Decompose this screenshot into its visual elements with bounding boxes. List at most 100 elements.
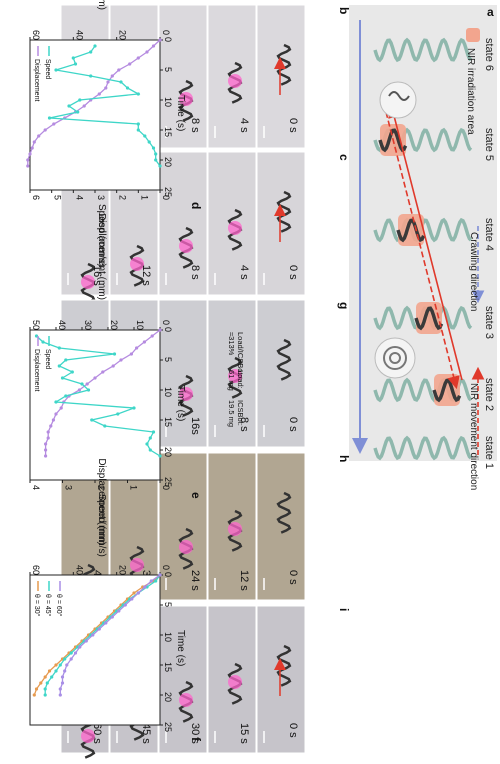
data-point <box>129 352 133 356</box>
data-point <box>44 454 48 458</box>
panel-letter-f: f <box>189 737 203 742</box>
y2-axis-label: Speed (mm/s) <box>96 494 107 557</box>
legend-label: θ = 60° <box>55 594 63 617</box>
spring-coil <box>373 37 473 63</box>
data-point <box>73 62 78 66</box>
data-point <box>60 376 65 380</box>
y2-tick-label: 3 <box>96 195 106 200</box>
y2-tick-label: 0 <box>161 485 171 490</box>
photo-tile: 0 s <box>256 4 306 149</box>
y-tick-label: 50 <box>31 320 41 330</box>
info-line-4: 61 mg <box>227 370 236 391</box>
data-point <box>82 104 86 108</box>
nir-legend-label: NIR irradiation area <box>465 48 476 135</box>
time-label: 12 s <box>140 265 152 286</box>
data-point <box>54 669 58 673</box>
x-tick-label: 10 <box>163 632 173 642</box>
legend-label: θ = 45° <box>44 594 52 617</box>
data-point <box>85 382 89 386</box>
nir-spot <box>228 221 242 235</box>
data-point <box>132 406 136 410</box>
data-point <box>49 424 53 428</box>
data-point <box>154 579 158 583</box>
data-point <box>54 400 58 404</box>
spring-coil <box>373 435 473 461</box>
data-point <box>142 340 146 344</box>
x-tick-label: 20 <box>163 692 173 702</box>
x-tick-label: 10 <box>163 97 173 107</box>
time-label: 24 s <box>189 570 201 591</box>
data-point <box>39 681 43 685</box>
nir-spot <box>179 92 193 106</box>
data-point <box>63 657 67 661</box>
data-point <box>50 675 54 679</box>
x-tick-label: 5 <box>163 602 173 607</box>
x-tick-label: 5 <box>163 67 173 72</box>
data-point <box>58 687 62 691</box>
spring-rows <box>373 37 473 461</box>
data-point <box>154 158 158 162</box>
zoom-circle-top <box>379 81 417 119</box>
robot-spring <box>276 644 292 687</box>
data-point <box>80 382 84 386</box>
y-tick-label: 0 <box>161 30 171 35</box>
data-point <box>136 122 140 126</box>
data-point <box>60 657 65 661</box>
data-point <box>119 80 123 84</box>
nir-spot <box>228 369 242 383</box>
nir-spot <box>130 257 144 271</box>
data-point <box>41 340 45 344</box>
data-point <box>57 346 61 350</box>
photo-tile: 0 s <box>256 605 306 754</box>
panel-letter-g: g <box>337 302 351 309</box>
y-tick-label: 20 <box>118 565 128 575</box>
data-point <box>148 448 152 452</box>
state-label: state 5 <box>483 128 495 161</box>
photo-tile: 8 s <box>207 299 257 448</box>
x-tick-label: 15 <box>163 662 173 672</box>
x-axis-label: Time (s) <box>175 630 186 666</box>
data-point <box>43 675 47 679</box>
data-point <box>54 663 58 667</box>
photo-tile: 0 s <box>256 151 306 296</box>
x-tick-label: 0 <box>163 327 173 332</box>
photo-tile: 4 s <box>207 4 257 149</box>
data-point <box>47 116 52 120</box>
data-point <box>158 328 162 332</box>
data-point <box>78 645 82 649</box>
panel-letter-a: a <box>487 5 494 19</box>
nir-spot <box>228 74 242 88</box>
data-point <box>52 122 56 126</box>
nir-movement-label: NIR movement direction <box>468 383 479 490</box>
state-label: state 3 <box>483 306 495 339</box>
spring-row <box>373 302 473 334</box>
info-line-6: ≈313% <box>227 332 236 356</box>
data-point <box>136 92 140 96</box>
y2-tick-label: 1 <box>139 195 149 200</box>
data-point <box>111 364 115 368</box>
plot-area <box>29 574 161 726</box>
y-tick-label: 30 <box>83 320 93 330</box>
x-axis-label: Time (s) <box>175 385 186 421</box>
data-point <box>43 687 47 691</box>
data-point <box>128 62 132 66</box>
data-point <box>70 370 74 374</box>
time-label: 4 s <box>238 118 250 133</box>
data-point <box>117 68 121 72</box>
y-axis-label: Displacement (mm) <box>96 458 107 545</box>
y-tick-label: 10 <box>135 320 145 330</box>
y-tick-label: 60 <box>31 30 41 40</box>
data-point <box>145 50 149 54</box>
data-point <box>103 424 107 428</box>
panel-letter-e: e <box>189 492 203 499</box>
panel-letter-c: c <box>337 154 351 161</box>
data-point <box>45 681 49 685</box>
y2-tick-label: 2 <box>96 485 106 490</box>
y2-tick-label: 4 <box>31 485 41 490</box>
time-label: 45 s <box>140 723 152 744</box>
data-point <box>148 436 152 440</box>
y2-tick-label: 0 <box>161 195 171 200</box>
x-tick-label: 10 <box>163 387 173 397</box>
x-tick-label: 25 <box>163 477 173 487</box>
